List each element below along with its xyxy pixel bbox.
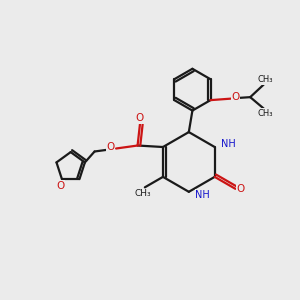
Text: O: O [136,113,144,123]
Text: CH₃: CH₃ [257,109,273,118]
Text: CH₃: CH₃ [134,189,151,198]
Text: NH: NH [221,139,236,149]
Text: O: O [237,184,245,194]
Text: O: O [232,92,240,102]
Text: CH₃: CH₃ [257,75,273,84]
Text: NH: NH [195,190,210,200]
Text: O: O [106,142,115,152]
Text: O: O [57,181,65,191]
